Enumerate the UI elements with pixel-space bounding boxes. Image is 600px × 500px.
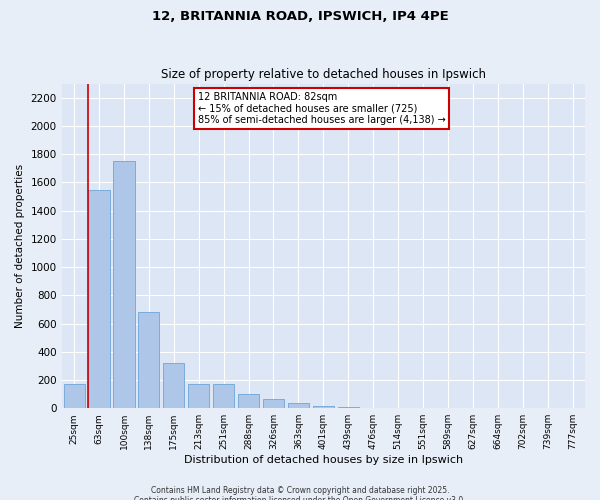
- Bar: [113, 161, 134, 408]
- Bar: [163, 363, 184, 408]
- Y-axis label: Number of detached properties: Number of detached properties: [15, 164, 25, 328]
- Bar: [138, 312, 160, 408]
- Bar: [188, 384, 209, 408]
- Bar: [288, 402, 309, 408]
- Title: Size of property relative to detached houses in Ipswich: Size of property relative to detached ho…: [161, 68, 486, 81]
- Text: Contains HM Land Registry data © Crown copyright and database right 2025.: Contains HM Land Registry data © Crown c…: [151, 486, 449, 495]
- Bar: [263, 399, 284, 408]
- Bar: [338, 407, 359, 408]
- Bar: [64, 384, 85, 408]
- Text: Contains public sector information licensed under the Open Government Licence v3: Contains public sector information licen…: [134, 496, 466, 500]
- Bar: [213, 384, 234, 408]
- Text: 12, BRITANNIA ROAD, IPSWICH, IP4 4PE: 12, BRITANNIA ROAD, IPSWICH, IP4 4PE: [152, 10, 448, 23]
- X-axis label: Distribution of detached houses by size in Ipswich: Distribution of detached houses by size …: [184, 455, 463, 465]
- Bar: [238, 394, 259, 408]
- Bar: [88, 190, 110, 408]
- Text: 12 BRITANNIA ROAD: 82sqm
← 15% of detached houses are smaller (725)
85% of semi-: 12 BRITANNIA ROAD: 82sqm ← 15% of detach…: [198, 92, 445, 125]
- Bar: [313, 406, 334, 408]
